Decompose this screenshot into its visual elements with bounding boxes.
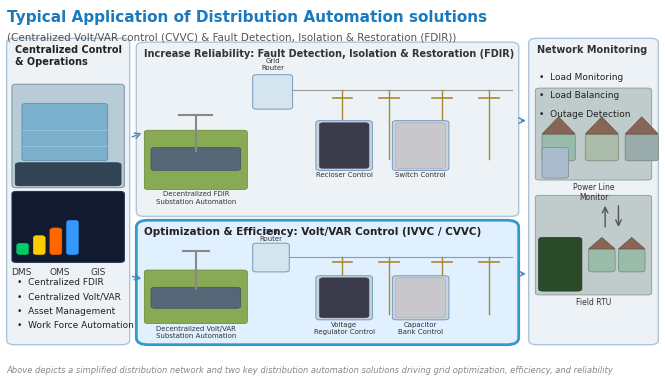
Text: OMS: OMS bbox=[50, 268, 70, 277]
Text: •  Load Balancing: • Load Balancing bbox=[539, 91, 619, 100]
FancyBboxPatch shape bbox=[15, 163, 121, 186]
Text: Above depicts a simplified distribution network and two key distribution automat: Above depicts a simplified distribution … bbox=[7, 367, 614, 375]
Text: Typical Application of Distribution Automation solutions: Typical Application of Distribution Auto… bbox=[7, 10, 487, 25]
FancyBboxPatch shape bbox=[319, 278, 369, 318]
Text: Decentralized Volt/VAR
Substation Automation: Decentralized Volt/VAR Substation Automa… bbox=[156, 326, 236, 339]
Text: Power Line
Monitor: Power Line Monitor bbox=[573, 183, 614, 203]
Text: Recloser Control: Recloser Control bbox=[316, 172, 372, 178]
FancyBboxPatch shape bbox=[151, 147, 241, 170]
FancyBboxPatch shape bbox=[529, 38, 658, 345]
Text: Decentralized FDIR
Substation Automation: Decentralized FDIR Substation Automation bbox=[156, 192, 236, 205]
FancyBboxPatch shape bbox=[253, 75, 293, 109]
FancyBboxPatch shape bbox=[50, 228, 62, 255]
Text: Grid
Router: Grid Router bbox=[259, 229, 282, 242]
FancyBboxPatch shape bbox=[7, 38, 130, 345]
FancyBboxPatch shape bbox=[151, 287, 241, 308]
FancyBboxPatch shape bbox=[22, 103, 108, 161]
Text: Voltage
Regulator Control: Voltage Regulator Control bbox=[314, 322, 374, 335]
FancyBboxPatch shape bbox=[396, 278, 446, 318]
FancyBboxPatch shape bbox=[539, 237, 582, 291]
FancyBboxPatch shape bbox=[535, 88, 652, 180]
FancyBboxPatch shape bbox=[316, 121, 372, 170]
Polygon shape bbox=[625, 117, 658, 134]
FancyBboxPatch shape bbox=[319, 123, 369, 169]
FancyBboxPatch shape bbox=[12, 192, 124, 262]
FancyBboxPatch shape bbox=[17, 243, 29, 255]
Text: •  Asset Management: • Asset Management bbox=[17, 307, 115, 316]
FancyBboxPatch shape bbox=[618, 249, 645, 272]
Text: •  Work Force Automation: • Work Force Automation bbox=[17, 321, 134, 330]
Text: Centralized Control
& Operations: Centralized Control & Operations bbox=[15, 45, 122, 67]
Text: Increase Reliability: Fault Detection, Isolation & Restoration (FDIR): Increase Reliability: Fault Detection, I… bbox=[144, 49, 515, 59]
Polygon shape bbox=[589, 237, 615, 249]
FancyBboxPatch shape bbox=[392, 276, 449, 320]
FancyBboxPatch shape bbox=[316, 276, 372, 320]
FancyBboxPatch shape bbox=[33, 236, 45, 255]
FancyBboxPatch shape bbox=[144, 130, 247, 190]
Text: Field RTU: Field RTU bbox=[576, 298, 611, 307]
FancyBboxPatch shape bbox=[542, 134, 575, 161]
FancyBboxPatch shape bbox=[542, 147, 569, 178]
Text: •  Centralized FDIR: • Centralized FDIR bbox=[17, 278, 103, 286]
FancyBboxPatch shape bbox=[253, 243, 289, 272]
FancyBboxPatch shape bbox=[144, 270, 247, 324]
Text: (Centralized Volt/VAR control (CVVC) & Fault Detection, Isolation & Restoration : (Centralized Volt/VAR control (CVVC) & F… bbox=[7, 33, 456, 43]
Polygon shape bbox=[585, 117, 618, 134]
Text: DMS: DMS bbox=[11, 268, 31, 277]
Text: •  Centralized Volt/VAR: • Centralized Volt/VAR bbox=[17, 292, 120, 301]
FancyBboxPatch shape bbox=[392, 121, 449, 170]
Text: •  Load Monitoring: • Load Monitoring bbox=[539, 73, 623, 82]
FancyBboxPatch shape bbox=[585, 134, 618, 161]
Text: Optimization & Efficiency: Volt/VAR Control (IVVC / CVVC): Optimization & Efficiency: Volt/VAR Cont… bbox=[144, 227, 481, 237]
Text: Capacitor
Bank Control: Capacitor Bank Control bbox=[398, 322, 443, 335]
Text: GIS: GIS bbox=[90, 268, 106, 277]
FancyBboxPatch shape bbox=[589, 249, 615, 272]
FancyBboxPatch shape bbox=[136, 220, 519, 345]
Text: Network Monitoring: Network Monitoring bbox=[537, 45, 647, 55]
FancyBboxPatch shape bbox=[535, 195, 652, 295]
FancyBboxPatch shape bbox=[625, 134, 658, 161]
FancyBboxPatch shape bbox=[12, 84, 124, 188]
FancyBboxPatch shape bbox=[66, 220, 78, 255]
Polygon shape bbox=[618, 237, 645, 249]
Polygon shape bbox=[542, 117, 575, 134]
Text: Switch Control: Switch Control bbox=[395, 172, 446, 178]
Text: Grid
Router: Grid Router bbox=[261, 58, 284, 71]
FancyBboxPatch shape bbox=[396, 123, 446, 169]
FancyBboxPatch shape bbox=[136, 42, 519, 216]
Text: •  Outage Detection: • Outage Detection bbox=[539, 110, 630, 118]
